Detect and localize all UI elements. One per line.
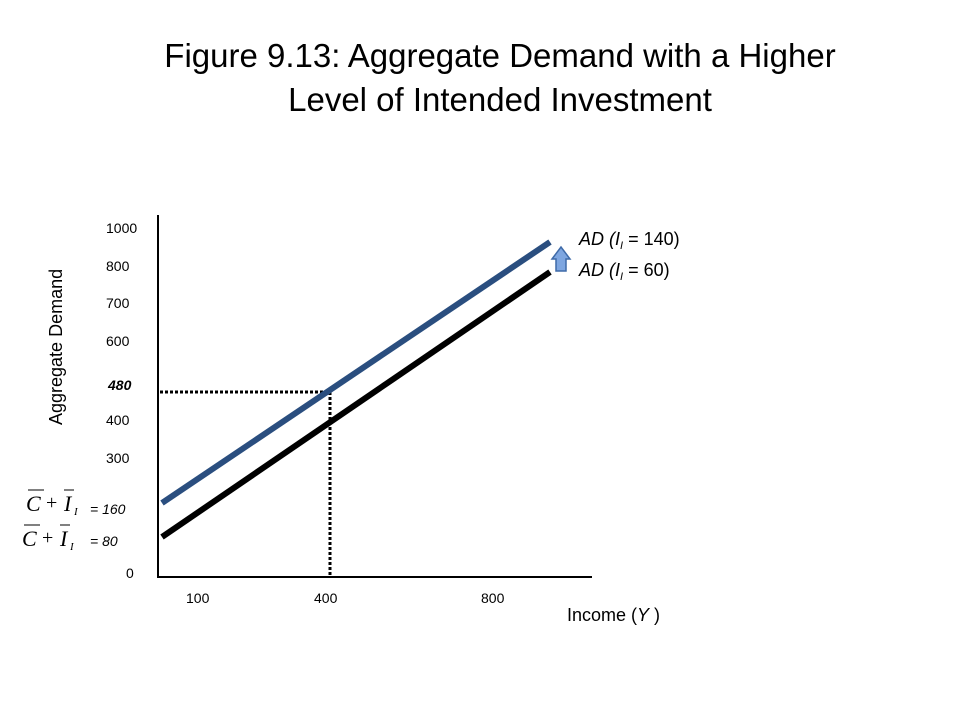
i-symbol-160: I <box>63 491 73 516</box>
y-tick-0: 0 <box>126 565 134 581</box>
series-label-high-var: I <box>615 229 620 249</box>
x-axis-label-var: Y <box>637 605 651 625</box>
i-sub-80: I <box>69 541 75 553</box>
intercept-symbol-80: C + I I <box>22 524 75 553</box>
y-tick-80: = 80 <box>90 533 118 549</box>
y-tick-300: 300 <box>106 450 130 466</box>
y-axis-label: Aggregate Demand <box>46 269 66 425</box>
shift-up-arrow <box>550 245 572 272</box>
i-symbol-80: I <box>59 526 69 551</box>
chart-title-line-1: Figure 9.13: Aggregate Demand with a Hig… <box>164 37 836 74</box>
series-label-low: AD (II = 60) <box>578 260 670 283</box>
y-tick-600: 600 <box>106 333 130 349</box>
x-tick-100: 100 <box>186 590 210 606</box>
series-label-high-suffix: = 140) <box>623 229 680 249</box>
x-axis-label-text: Income ( <box>567 605 637 625</box>
shift-arrow-body <box>550 245 572 272</box>
plus-symbol-160: + <box>46 492 57 514</box>
x-axis-label-close: ) <box>649 605 660 625</box>
chart-title: Figure 9.13: Aggregate Demand with a Hig… <box>0 34 960 122</box>
y-tick-1000: 1000 <box>106 220 137 236</box>
plus-symbol-80: + <box>42 527 53 549</box>
y-tick-800: 800 <box>106 258 130 274</box>
chart-title-line-2: Level of Intended Investment <box>288 81 712 118</box>
series-label-high-sub: I <box>620 240 623 252</box>
series-label-low-sub: I <box>620 271 623 283</box>
intercept-symbol-160: C + I I <box>26 489 79 518</box>
series-label-high-prefix: AD ( <box>578 229 617 249</box>
y-tick-400: 400 <box>106 412 130 428</box>
c-symbol-80: C <box>22 526 37 551</box>
x-axis-label: Income (Y ) <box>567 605 660 625</box>
series-label-low-suffix: = 60) <box>623 260 670 280</box>
y-tick-700: 700 <box>106 295 130 311</box>
i-sub-160: I <box>73 506 79 518</box>
ad-line-low <box>160 269 552 540</box>
series-label-low-var: I <box>615 260 620 280</box>
y-tick-480: 480 <box>107 377 132 393</box>
c-symbol-160: C <box>26 491 41 516</box>
x-tick-400: 400 <box>314 590 338 606</box>
y-tick-160: = 160 <box>90 501 126 517</box>
series-label-high: AD (II = 140) <box>578 229 680 252</box>
series-label-low-prefix: AD ( <box>578 260 617 280</box>
x-tick-800: 800 <box>481 590 505 606</box>
ad-line-high <box>160 239 552 506</box>
